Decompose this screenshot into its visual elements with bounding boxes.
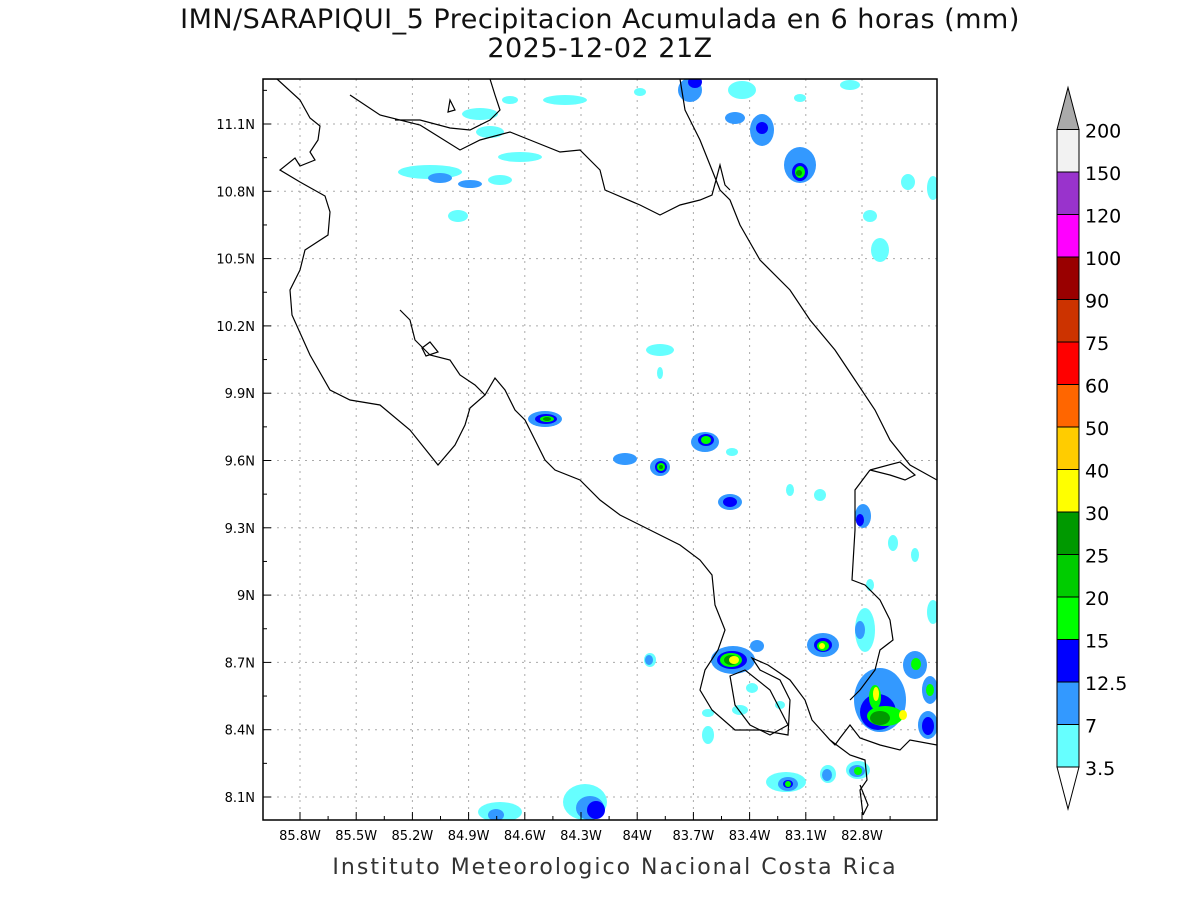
- colorbar-label: 90: [1085, 291, 1109, 313]
- colorbar-segment: [1056, 681, 1080, 725]
- colorbar-label: 25: [1085, 546, 1109, 568]
- colorbar-segment: [1056, 256, 1080, 300]
- plot-frame: [262, 78, 938, 821]
- credit-text: Instituto Meteorologico Nacional Costa R…: [332, 855, 898, 880]
- lon-tick-label: 83.7W: [672, 829, 714, 844]
- colorbar-low-arrow: [1056, 766, 1080, 811]
- colorbar-label: 12.5: [1085, 673, 1127, 695]
- lon-tick-label: 85.8W: [279, 829, 321, 844]
- colorbar-segment: [1056, 384, 1080, 428]
- lon-tick-label: 85.2W: [391, 829, 433, 844]
- coastlines: [263, 79, 937, 816]
- colorbar-segment: [1056, 724, 1080, 768]
- lat-tick-label: 10.2N: [216, 320, 255, 335]
- lon-tick-label: 85.5W: [335, 829, 377, 844]
- lon-tick-label: 83.4W: [729, 829, 771, 844]
- colorbar-label: 75: [1085, 333, 1109, 355]
- colorbar-label: 120: [1085, 206, 1121, 228]
- lon-tick-label: 84.6W: [504, 829, 546, 844]
- colorbar-high-arrow: [1056, 85, 1080, 130]
- colorbar-label: 100: [1085, 248, 1121, 270]
- colorbar-label: 7: [1085, 716, 1097, 738]
- colorbar-label: 150: [1085, 163, 1121, 185]
- lon-ticks: 85.8W 85.5W 85.2W 84.9W 84.6W 84.3W 84W 83.7W 83…: [279, 812, 891, 844]
- lat-ticks: 11.1N 10.8N 10.5N 10.2N 9.9N 9.6N 9.3N 9N 8.7N 8.…: [216, 89, 271, 806]
- map-date: 2025-12-02 21Z: [487, 33, 713, 64]
- lat-tick-label: 9.3N: [225, 522, 255, 537]
- plot-area: [263, 79, 937, 820]
- colorbar-label: 20: [1085, 588, 1109, 610]
- lat-tick-label: 8.4N: [225, 724, 255, 739]
- colorbar-segment: [1056, 299, 1080, 343]
- lat-tick-label: 9.6N: [225, 455, 255, 470]
- lon-tick-label: 84W: [622, 829, 652, 844]
- lat-tick-label: 8.7N: [225, 656, 255, 671]
- colorbar-segment: [1056, 469, 1080, 513]
- colorbar-label: 15: [1085, 631, 1109, 653]
- colorbar-label: 3.5: [1085, 758, 1115, 780]
- lat-tick-label: 10.5N: [216, 253, 255, 268]
- colorbar-segment: [1056, 214, 1080, 258]
- colorbar-segment: [1056, 596, 1080, 640]
- colorbar-label: 50: [1085, 418, 1109, 440]
- colorbar-segment: [1056, 171, 1080, 215]
- lon-tick-label: 82.8W: [841, 829, 883, 844]
- colorbar-segment: [1056, 129, 1080, 173]
- precip-layer: [398, 79, 937, 820]
- colorbar-segment: [1056, 639, 1080, 683]
- lat-tick-label: 9N: [237, 589, 255, 604]
- colorbar-label: 40: [1085, 461, 1109, 483]
- grid-lines: [263, 79, 937, 820]
- lat-tick-label: 11.1N: [216, 118, 255, 133]
- colorbar-segment: [1056, 341, 1080, 385]
- colorbar-segment: [1056, 554, 1080, 598]
- colorbar-segment: [1056, 426, 1080, 470]
- lat-tick-label: 10.8N: [216, 185, 255, 200]
- map-title: IMN/SARAPIQUI_5 Precipitacion Acumulada …: [180, 4, 1020, 35]
- lat-tick-label: 9.9N: [225, 387, 255, 402]
- lon-tick-label: 84.9W: [448, 829, 490, 844]
- colorbar: 3.5 7 12.5 15 20 25 30 40 50 60 75 90 100 120 150 200: [1056, 85, 1127, 811]
- colorbar-label: 60: [1085, 376, 1109, 398]
- lon-tick-label: 84.3W: [560, 829, 602, 844]
- lon-tick-label: 83.1W: [785, 829, 827, 844]
- colorbar-label: 30: [1085, 503, 1109, 525]
- colorbar-label: 200: [1085, 121, 1121, 143]
- lat-tick-label: 8.1N: [225, 791, 255, 806]
- colorbar-segment: [1056, 511, 1080, 555]
